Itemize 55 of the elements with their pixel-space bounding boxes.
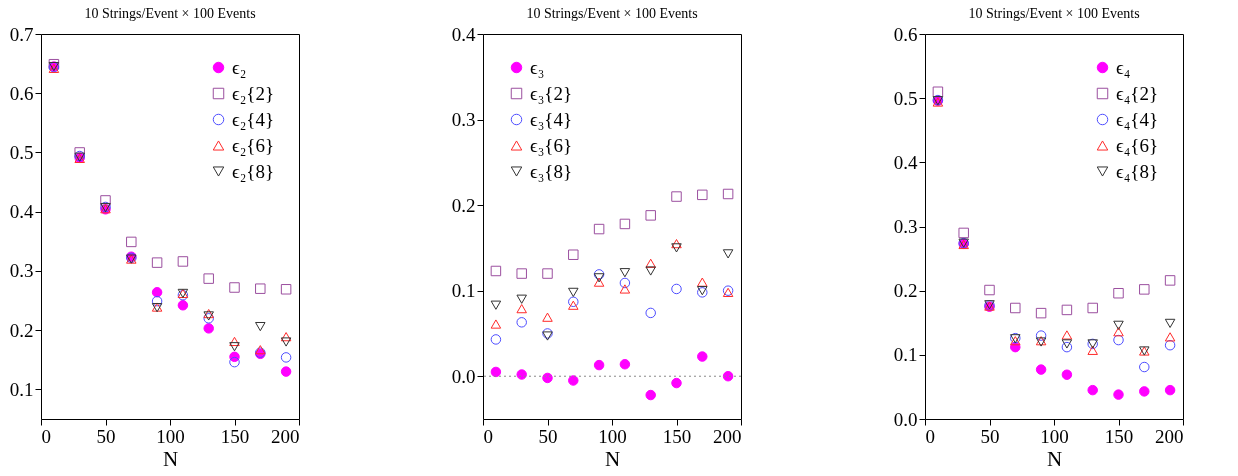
- x-tick-label: 100: [156, 425, 185, 447]
- x-tick-label: 150: [662, 425, 692, 447]
- y-tick-label: 0.3: [9, 260, 34, 282]
- y-tick-label: 0.1: [9, 378, 34, 400]
- legend-label: ϵ₃{2}: [530, 82, 573, 104]
- legend-label: ϵ₃{6}: [530, 134, 573, 156]
- x-tick-label: 50: [538, 425, 558, 447]
- y-tick-label: 0.2: [893, 280, 918, 302]
- x-tick-label: 0: [41, 425, 51, 447]
- legend-label: ϵ₃{4}: [530, 108, 573, 130]
- y-tick-label: 0.6: [893, 23, 918, 45]
- x-tick-label: 50: [980, 425, 1000, 447]
- y-tick-label: 0.5: [893, 87, 918, 109]
- y-tick-label: 0.5: [9, 141, 34, 163]
- x-tick-label: 0: [483, 425, 493, 447]
- x-tick-label: 100: [1040, 425, 1069, 447]
- legend-label: ϵ₃{8}: [530, 160, 573, 182]
- y-tick-label: 0.0: [451, 365, 476, 387]
- x-tick-label: 0: [925, 425, 935, 447]
- y-tick-label: 0.0: [893, 408, 918, 430]
- y-tick-label: 0.1: [893, 344, 918, 366]
- legend-label: ϵ₃: [530, 56, 545, 78]
- legend-label: ϵ₄{4}: [1116, 108, 1159, 130]
- y-tick-label: 0.1: [451, 280, 476, 302]
- x-axis-title: N: [1046, 446, 1063, 471]
- x-axis-title: N: [604, 446, 621, 471]
- legend-label: ϵ₄: [1116, 56, 1131, 78]
- y-tick-label: 0.2: [9, 319, 34, 341]
- legend-label: ϵ₂{6}: [232, 134, 275, 156]
- x-tick-label: 50: [96, 425, 116, 447]
- legend-label: ϵ₂{2}: [232, 82, 275, 104]
- y-tick-label: 0.3: [893, 216, 918, 237]
- legend-label: ϵ₂{8}: [232, 160, 275, 182]
- x-tick-label: 150: [220, 425, 250, 447]
- x-tick-label: 200: [271, 425, 300, 447]
- legend-label: ϵ₄{2}: [1116, 82, 1159, 104]
- x-tick-label: 200: [713, 425, 742, 447]
- legend-label: ϵ₄{6}: [1116, 134, 1159, 156]
- chart-title: 10 Strings/Event × 100 Events: [526, 6, 698, 21]
- chart-title: 10 Strings/Event × 100 Events: [84, 6, 256, 21]
- x-tick-label: 100: [598, 425, 627, 447]
- chart-title: 10 Strings/Event × 100 Events: [968, 6, 1140, 21]
- y-tick-label: 0.4: [451, 23, 476, 45]
- y-tick-label: 0.4: [9, 201, 34, 223]
- legend-label: ϵ₂: [232, 56, 247, 78]
- y-tick-label: 0.3: [451, 109, 476, 131]
- y-tick-label: 0.7: [9, 23, 34, 45]
- x-tick-label: 150: [1104, 425, 1134, 447]
- y-tick-label: 0.6: [9, 82, 34, 104]
- legend-label: ϵ₄{8}: [1116, 160, 1159, 182]
- y-tick-label: 0.4: [893, 151, 918, 173]
- y-tick-label: 0.2: [451, 194, 476, 216]
- x-tick-label: 200: [1155, 425, 1184, 447]
- legend-label: ϵ₂{4}: [232, 108, 275, 130]
- x-axis-title: N: [162, 446, 179, 471]
